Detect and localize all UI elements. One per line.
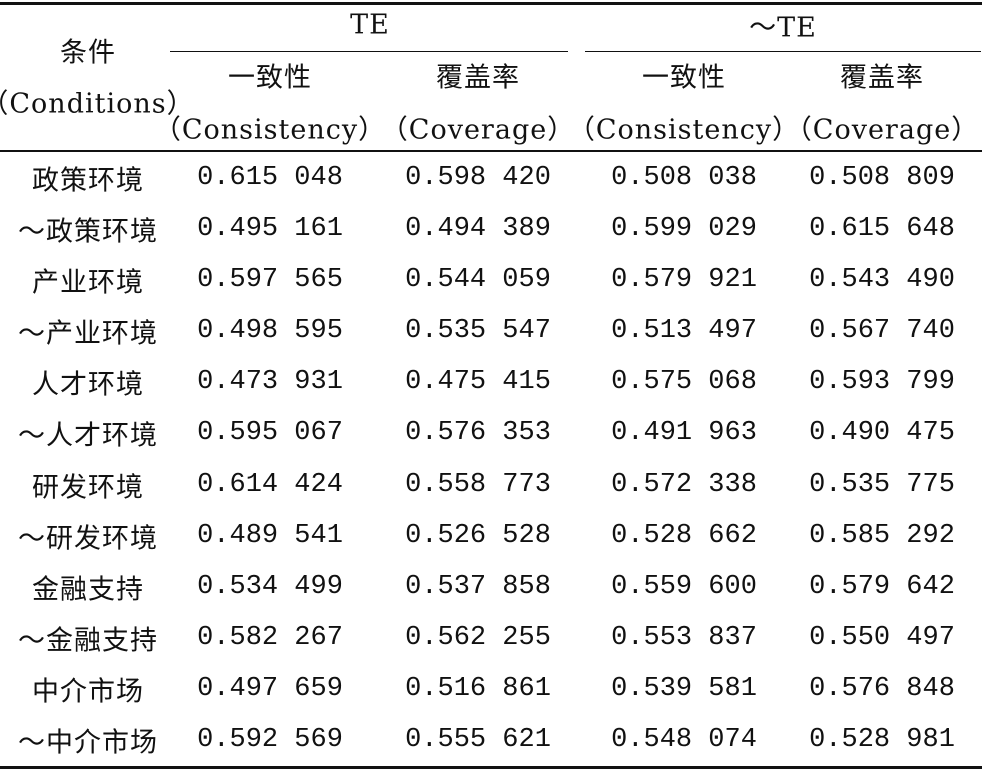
cell-value: 0.498 595: [197, 316, 343, 347]
column-label-en: （Consistency）: [153, 114, 387, 146]
cell-value: 0.615 648: [809, 213, 955, 244]
cell-value: 0.473 931: [197, 367, 343, 398]
cell-value: 0.585 292: [809, 520, 955, 551]
header-condition-en: （Conditions）: [0, 88, 195, 120]
cell-value: 0.548 074: [611, 725, 757, 756]
header-rule: [0, 150, 982, 152]
cell-value: 0.553 837: [611, 623, 757, 654]
cell-value: 0.597 565: [197, 264, 343, 295]
top-rule: [0, 2, 982, 5]
cell-value: 0.497 659: [197, 674, 343, 705]
row-label: 产业环境: [32, 267, 144, 299]
cell-value: 0.615 048: [197, 162, 343, 193]
cell-value: 0.592 569: [197, 725, 343, 756]
cell-value: 0.539 581: [611, 674, 757, 705]
cell-value: 0.555 621: [405, 725, 551, 756]
cell-value: 0.567 740: [809, 316, 955, 347]
column-label-en: （Coverage）: [784, 114, 980, 146]
group-rule: [585, 51, 981, 52]
cell-value: 0.579 921: [611, 264, 757, 295]
cell-value: 0.494 389: [405, 213, 551, 244]
cell-value: 0.475 415: [405, 367, 551, 398]
column-label-en: （Consistency）: [567, 114, 801, 146]
cell-value: 0.562 255: [405, 623, 551, 654]
column-label-en: （Coverage）: [380, 114, 576, 146]
cell-value: 0.508 809: [809, 162, 955, 193]
column-label: 覆盖率: [840, 62, 924, 94]
cell-value: 0.513 497: [611, 316, 757, 347]
column-label: 一致性: [642, 62, 726, 94]
cell-value: 0.526 528: [405, 520, 551, 551]
cell-value: 0.595 067: [197, 418, 343, 449]
cell-value: 0.508 038: [611, 162, 757, 193]
bottom-rule: [0, 766, 982, 769]
row-label: ～产业环境: [18, 318, 158, 350]
cell-value: 0.528 981: [809, 725, 955, 756]
cell-value: 0.534 499: [197, 571, 343, 602]
cell-value: 0.535 775: [809, 469, 955, 500]
cell-value: 0.593 799: [809, 367, 955, 398]
row-label: 人才环境: [32, 369, 144, 401]
row-label: ～政策环境: [18, 216, 158, 248]
column-label: 一致性: [228, 62, 312, 94]
row-label: ～中介市场: [18, 727, 158, 759]
cell-value: 0.489 541: [197, 520, 343, 551]
group-label: TE: [350, 9, 390, 41]
cell-value: 0.537 858: [405, 571, 551, 602]
cell-value: 0.576 353: [405, 418, 551, 449]
cell-value: 0.614 424: [197, 469, 343, 500]
cell-value: 0.558 773: [405, 469, 551, 500]
cell-value: 0.559 600: [611, 571, 757, 602]
row-label: 中介市场: [32, 676, 144, 708]
header-condition: 条件: [60, 37, 116, 69]
row-label: ～研发环境: [18, 523, 158, 555]
cell-value: 0.535 547: [405, 316, 551, 347]
row-label: 政策环境: [32, 165, 144, 197]
cell-value: 0.599 029: [611, 213, 757, 244]
cell-value: 0.576 848: [809, 674, 955, 705]
cell-value: 0.544 059: [405, 264, 551, 295]
cell-value: 0.516 861: [405, 674, 551, 705]
row-label: 研发环境: [32, 472, 144, 504]
cell-value: 0.528 662: [611, 520, 757, 551]
cell-value: 0.490 475: [809, 418, 955, 449]
cell-value: 0.579 642: [809, 571, 955, 602]
row-label: ～金融支持: [18, 625, 158, 657]
group-rule: [170, 51, 568, 52]
cell-value: 0.598 420: [405, 162, 551, 193]
cell-value: 0.575 068: [611, 367, 757, 398]
row-label: ～人才环境: [18, 420, 158, 452]
column-label: 覆盖率: [436, 62, 520, 94]
group-label: ～TE: [749, 12, 817, 44]
cell-value: 0.495 161: [197, 213, 343, 244]
cell-value: 0.491 963: [611, 418, 757, 449]
cell-value: 0.550 497: [809, 623, 955, 654]
row-label: 金融支持: [32, 574, 144, 606]
cell-value: 0.543 490: [809, 264, 955, 295]
cell-value: 0.582 267: [197, 623, 343, 654]
cell-value: 0.572 338: [611, 469, 757, 500]
